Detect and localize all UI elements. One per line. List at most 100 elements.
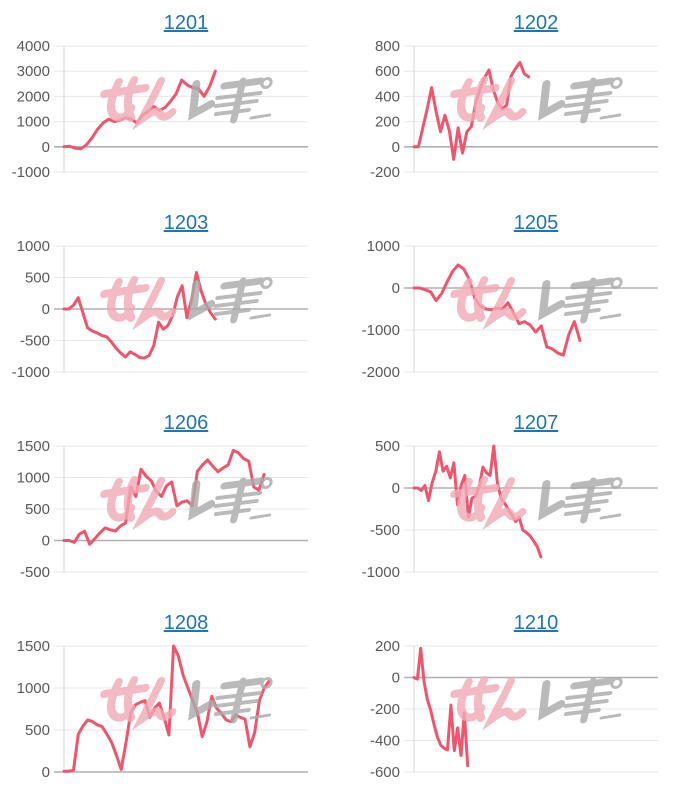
y-axis-tick-label: -1000 bbox=[12, 364, 50, 381]
watermark-stroke bbox=[599, 113, 622, 120]
chart-title-link-1205[interactable]: 1205 bbox=[513, 212, 559, 234]
watermark-handakuten-circle bbox=[260, 677, 273, 689]
minrepo-watermark-icon bbox=[450, 476, 623, 531]
y-axis-tick-label: 1000 bbox=[17, 240, 50, 255]
watermark-stroke bbox=[563, 499, 609, 508]
y-axis-tick-label: -400 bbox=[370, 733, 400, 750]
watermark-stroke bbox=[450, 84, 500, 98]
chart-title-row: 1203 bbox=[0, 200, 350, 240]
watermark-stroke bbox=[565, 491, 613, 500]
chart-title-row: 1202 bbox=[350, 0, 700, 40]
chart-cell-1208: 1208 1500 1000 500 0 bbox=[0, 600, 350, 800]
minrepo-watermark-icon bbox=[450, 276, 623, 331]
y-axis-tick-label: -200 bbox=[370, 164, 400, 181]
minrepo-watermark-icon bbox=[100, 76, 273, 131]
chart-title-link-1202[interactable]: 1202 bbox=[513, 12, 559, 34]
watermark-stroke bbox=[450, 484, 500, 498]
minrepo-watermark-icon bbox=[100, 476, 273, 531]
chart-plot-1210: 200 0 -200 -400 -600 bbox=[370, 640, 658, 781]
watermark-stroke bbox=[188, 280, 216, 321]
watermark-stroke bbox=[213, 708, 251, 716]
y-axis-tick-label: 0 bbox=[42, 139, 50, 156]
y-axis-tick-label: -1000 bbox=[362, 564, 400, 581]
chart-title-link-1210[interactable]: 1210 bbox=[513, 612, 559, 634]
watermark-stroke bbox=[599, 313, 622, 320]
watermark-stroke bbox=[132, 77, 177, 131]
watermark-stroke bbox=[132, 677, 177, 731]
watermark-stroke bbox=[563, 708, 601, 716]
chart-cell-1201: 1201 4000 3000 2000 1000 0 -1000 bbox=[0, 0, 350, 200]
watermark-stroke bbox=[213, 299, 259, 308]
watermark-stroke bbox=[215, 91, 263, 100]
chart-title-link-1208[interactable]: 1208 bbox=[163, 612, 209, 634]
watermark-stroke bbox=[213, 508, 251, 516]
watermark-stroke bbox=[188, 80, 216, 121]
watermark-stroke bbox=[563, 699, 609, 708]
y-axis-tick-label: -500 bbox=[370, 522, 400, 539]
y-axis-tick-label: 500 bbox=[25, 270, 50, 287]
chart-cell-1210: 1210 200 0 -200 -400 -600 bbox=[350, 600, 700, 800]
minrepo-watermark-icon bbox=[100, 276, 273, 331]
chart-title-row: 1206 bbox=[0, 400, 350, 440]
chart-cell-1202: 1202 800 600 400 200 0 -200 bbox=[350, 0, 700, 200]
watermark-stroke bbox=[132, 277, 177, 331]
watermark-stroke bbox=[538, 280, 566, 321]
watermark-handakuten-circle bbox=[260, 77, 273, 89]
chart-cell-1205: 1205 1000 0 -1000 -2000 bbox=[350, 200, 700, 400]
watermark-stroke bbox=[213, 99, 259, 108]
minrepo-watermark-icon bbox=[450, 676, 623, 731]
chart-title-row: 1208 bbox=[0, 600, 350, 640]
watermark-stroke bbox=[482, 477, 527, 531]
watermark-handakuten-circle bbox=[610, 77, 623, 89]
chart-title-row: 1205 bbox=[350, 200, 700, 240]
y-axis-tick-label: 4000 bbox=[17, 40, 50, 55]
watermark-stroke bbox=[565, 691, 613, 700]
watermark-stroke bbox=[565, 91, 613, 100]
y-axis-tick-label: 2000 bbox=[17, 88, 50, 105]
y-axis-tick-label: 500 bbox=[375, 440, 400, 455]
y-axis-tick-label: 800 bbox=[375, 40, 400, 55]
watermark-stroke bbox=[473, 76, 489, 122]
watermark-stroke bbox=[123, 476, 139, 522]
y-axis-tick-label: 1500 bbox=[17, 440, 50, 455]
y-axis-tick-label: 0 bbox=[392, 480, 400, 497]
y-axis-tick-label: -1000 bbox=[362, 322, 400, 339]
chart-title-link-1206[interactable]: 1206 bbox=[163, 412, 209, 434]
watermark-stroke bbox=[249, 713, 272, 720]
watermark-stroke bbox=[599, 713, 622, 720]
watermark-stroke bbox=[473, 276, 489, 322]
series-line bbox=[62, 448, 266, 546]
y-axis-tick-label: 400 bbox=[375, 88, 400, 105]
y-axis-tick-label: -200 bbox=[370, 701, 400, 718]
watermark-stroke bbox=[450, 684, 500, 698]
minrepo-watermark-icon bbox=[450, 76, 623, 131]
y-axis-tick-label: 1000 bbox=[17, 680, 50, 697]
watermark-stroke bbox=[132, 477, 177, 531]
chart-title-row: 1207 bbox=[350, 400, 700, 440]
y-axis-tick-label: 200 bbox=[375, 114, 400, 131]
chart-plot-1208: 1500 1000 500 0 bbox=[17, 640, 308, 781]
chart-title-link-1201[interactable]: 1201 bbox=[163, 12, 209, 34]
y-axis-tick-label: 1500 bbox=[17, 640, 50, 655]
chart-cell-1206: 1206 1500 1000 500 0 -500 bbox=[0, 400, 350, 600]
chart-title-link-1207[interactable]: 1207 bbox=[513, 412, 559, 434]
watermark-stroke bbox=[450, 284, 500, 298]
watermark-stroke bbox=[249, 313, 272, 320]
watermark-stroke bbox=[188, 480, 216, 521]
y-axis-tick-label: -500 bbox=[20, 333, 50, 350]
y-axis-tick-label: 600 bbox=[375, 63, 400, 80]
chart-title-link-1203[interactable]: 1203 bbox=[163, 212, 209, 234]
watermark-stroke bbox=[599, 513, 622, 520]
series-line bbox=[412, 646, 470, 768]
watermark-stroke bbox=[100, 684, 150, 698]
minrepo-watermark-icon bbox=[100, 676, 273, 731]
y-axis-tick-label: 500 bbox=[25, 722, 50, 739]
watermark-stroke bbox=[249, 513, 272, 520]
watermark-stroke bbox=[123, 76, 139, 122]
watermark-stroke bbox=[473, 476, 489, 522]
chart-plot-1206: 1500 1000 500 0 -500 bbox=[17, 440, 308, 581]
watermark-stroke bbox=[100, 484, 150, 498]
watermark-stroke bbox=[563, 308, 601, 316]
watermark-stroke bbox=[538, 680, 566, 721]
